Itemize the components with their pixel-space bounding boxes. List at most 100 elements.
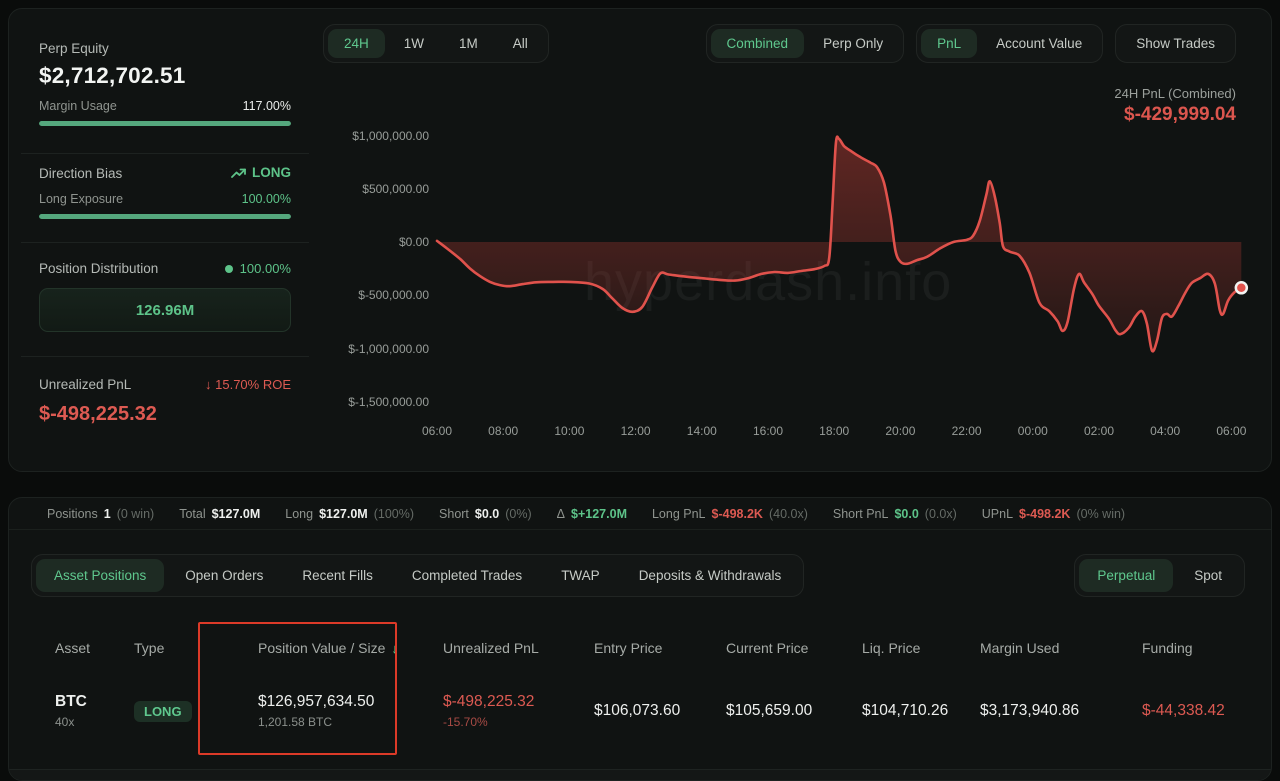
x-axis-tick: 14:00 xyxy=(686,424,717,438)
cell-type: LONG xyxy=(134,700,228,722)
tab-open-orders[interactable]: Open Orders xyxy=(167,559,281,592)
tab-deposits-withdrawals[interactable]: Deposits & Withdrawals xyxy=(621,559,800,592)
summary-total: Total $127.0M xyxy=(179,506,261,521)
tab-combined[interactable]: Combined xyxy=(710,29,805,58)
col-entry-price[interactable]: Entry Price xyxy=(594,640,663,656)
cell-asset: BTC 40x xyxy=(55,693,134,729)
position-distribution-value: 100.00% xyxy=(239,261,291,276)
unrealized-pnl-value: $-498,225.32 xyxy=(39,403,157,425)
tab-all[interactable]: All xyxy=(497,29,544,58)
tab-spot[interactable]: Spot xyxy=(1176,559,1240,592)
perp-equity-value: $2,712,702.51 xyxy=(39,63,186,88)
cell-current-price: $105,659.00 xyxy=(726,702,813,719)
margin-usage-value: 117.00% xyxy=(242,99,291,113)
summary-long: Long $127.0M (100%) xyxy=(285,506,415,521)
cell-margin-used: $3,173,940.86 xyxy=(980,702,1080,719)
unrealized-pnl: $-498,225.32 xyxy=(443,693,535,710)
margin-usage-progress-bar xyxy=(39,121,291,126)
position-distribution-label: Position Distribution xyxy=(39,261,159,276)
pnl-line xyxy=(435,135,1243,353)
market-type-tabs: Perpetual Spot xyxy=(1074,554,1245,597)
trend-up-icon xyxy=(231,167,247,182)
positions-summary-bar: Positions 1 (0 win) Total $127.0M Long $127.… xyxy=(9,498,1271,530)
col-margin-used[interactable]: Margin Used xyxy=(980,640,1060,656)
x-axis-tick: 22:00 xyxy=(951,424,982,438)
cell-unrealized-pnl: $-498,225.32 -15.70% xyxy=(443,693,594,729)
col-current-price[interactable]: Current Price xyxy=(726,640,809,656)
col-type[interactable]: Type xyxy=(134,640,165,656)
unrealized-pnl-roe: 15.70% ROE xyxy=(215,377,291,392)
table-header-row: Asset Type Position Value / Size ↓ Unreal… xyxy=(9,634,1271,662)
perp-equity-label: Perp Equity xyxy=(39,41,109,56)
pnl-account-toggle: PnL Account Value xyxy=(916,24,1104,63)
position-distribution-segment[interactable]: 126.96M xyxy=(39,288,291,332)
tab-perpetual[interactable]: Perpetual xyxy=(1079,559,1174,592)
combined-perp-toggle: Combined Perp Only xyxy=(705,24,905,63)
green-dot-icon xyxy=(224,265,233,273)
x-axis-tick: 12:00 xyxy=(620,424,651,438)
x-axis-tick: 18:00 xyxy=(819,424,850,438)
chart-watermark: hyperdash.info xyxy=(584,252,953,312)
x-axis-tick: 16:00 xyxy=(752,424,784,438)
chart-mode-controls: Combined Perp Only PnL Account Value Sho… xyxy=(705,24,1236,63)
current-value-marker xyxy=(1234,281,1249,295)
position-value: $126,957,634.50 xyxy=(258,693,375,710)
tab-1w[interactable]: 1W xyxy=(388,29,440,58)
x-axis-tick: 06:00 xyxy=(421,424,453,438)
col-unrealized-pnl[interactable]: Unrealized PnL xyxy=(443,640,539,656)
col-position-value-size[interactable]: Position Value / Size ↓ xyxy=(258,640,398,656)
divider xyxy=(21,153,309,154)
x-axis-tick: 08:00 xyxy=(488,424,519,438)
pnl-chart[interactable] xyxy=(9,9,1272,472)
overview-card: Perp Equity $2,712,702.51 Margin Usage 1… xyxy=(8,8,1272,472)
tab-asset-positions[interactable]: Asset Positions xyxy=(36,559,165,592)
y-axis-tick: $-1,500,000.00 xyxy=(348,394,429,409)
x-axis-tick: 04:00 xyxy=(1150,424,1181,438)
show-trades-button[interactable]: Show Trades xyxy=(1120,29,1231,58)
col-funding[interactable]: Funding xyxy=(1142,640,1193,656)
tab-completed-trades[interactable]: Completed Trades xyxy=(394,559,540,592)
time-range-tabs: 24H 1W 1M All xyxy=(323,24,549,63)
tab-24h[interactable]: 24H xyxy=(328,29,385,58)
summary-short-pnl: Short PnL $0.0 (0.0x) xyxy=(832,506,957,521)
tab-twap[interactable]: TWAP xyxy=(543,559,618,592)
summary-short: Short $0.0 (0%) xyxy=(439,506,532,521)
direction-bias-value: LONG xyxy=(252,165,291,180)
col-liq-price[interactable]: Liq. Price xyxy=(862,640,921,656)
unrealized-pnl-label: Unrealized PnL xyxy=(39,377,132,392)
long-badge: LONG xyxy=(134,700,192,722)
pnl-area-fill xyxy=(437,136,1242,352)
col-asset[interactable]: Asset xyxy=(55,640,91,656)
y-axis-tick: $-1,000,000.00 xyxy=(348,341,429,356)
cell-entry-price: $106,073.60 xyxy=(594,702,681,719)
asset-leverage: 40x xyxy=(55,715,75,729)
table-row-btc[interactable]: BTC 40x LONG $126,957,634.50 1,201.58 BT… xyxy=(9,670,1271,752)
tab-account-value[interactable]: Account Value xyxy=(980,29,1098,58)
x-axis-tick: 02:00 xyxy=(1083,424,1115,438)
y-axis-tick: $-500,000.00 xyxy=(358,288,429,303)
pnl-caption: 24H PnL (Combined) xyxy=(1114,86,1236,101)
position-size: 1,201.58 BTC xyxy=(258,715,333,729)
summary-long-pnl: Long PnL $-498.2K (40.0x) xyxy=(651,506,808,521)
tab-1m[interactable]: 1M xyxy=(443,29,494,58)
tab-recent-fills[interactable]: Recent Fills xyxy=(284,559,391,592)
next-row-edge xyxy=(9,769,1271,780)
x-axis-tick: 10:00 xyxy=(554,424,585,438)
sort-desc-icon: ↓ xyxy=(391,641,398,656)
y-axis-tick: $500,000.00 xyxy=(362,181,429,196)
divider xyxy=(21,242,309,243)
tab-perp-only[interactable]: Perp Only xyxy=(807,29,899,58)
summary-positions: Positions 1 (0 win) xyxy=(47,506,155,521)
x-axis-tick: 00:00 xyxy=(1017,424,1048,438)
long-exposure-value: 100.00% xyxy=(241,192,291,206)
cell-position-value: $126,957,634.50 1,201.58 BTC xyxy=(228,693,443,729)
tab-pnl[interactable]: PnL xyxy=(921,29,978,58)
y-axis-tick: $0.00 xyxy=(398,235,429,249)
long-exposure-label: Long Exposure xyxy=(39,192,124,206)
pnl-value: $-429,999.04 xyxy=(1124,104,1236,125)
summary-delta: Δ $+127.0M xyxy=(556,506,627,521)
cell-funding: $-44,338.42 xyxy=(1142,702,1225,719)
margin-usage-label: Margin Usage xyxy=(39,99,117,113)
long-exposure-progress-bar xyxy=(39,214,291,219)
